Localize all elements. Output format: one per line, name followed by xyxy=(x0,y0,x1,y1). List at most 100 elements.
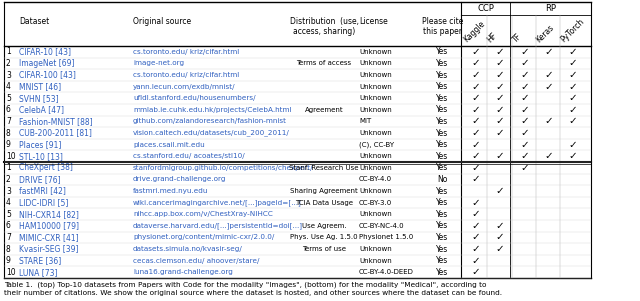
Text: stanfordmlgroup.github.io/competitions/chexpert/: stanfordmlgroup.github.io/competitions/c… xyxy=(133,165,314,171)
Text: Distribution  (use,
access, sharing): Distribution (use, access, sharing) xyxy=(289,17,358,36)
Text: 5: 5 xyxy=(6,94,11,103)
Text: Kvasir-SEG [39]: Kvasir-SEG [39] xyxy=(19,244,79,253)
Text: HF: HF xyxy=(486,30,499,44)
Text: TF: TF xyxy=(511,31,524,44)
Text: 1: 1 xyxy=(6,47,11,56)
Text: Original source: Original source xyxy=(133,17,191,26)
Text: ✓: ✓ xyxy=(495,244,504,254)
Text: No: No xyxy=(437,175,448,184)
Text: TCIA Data Usage: TCIA Data Usage xyxy=(295,200,353,206)
Text: Yes: Yes xyxy=(436,94,449,103)
Text: ✓: ✓ xyxy=(472,128,481,138)
Text: ✓: ✓ xyxy=(472,70,481,80)
Text: ✓: ✓ xyxy=(520,116,529,126)
Text: drive.grand-challenge.org: drive.grand-challenge.org xyxy=(133,176,227,182)
Text: Yes: Yes xyxy=(436,105,449,114)
Text: SVHN [53]: SVHN [53] xyxy=(19,94,59,103)
Text: ✓: ✓ xyxy=(568,105,577,115)
Text: cs.stanford.edu/ acoates/stl10/: cs.stanford.edu/ acoates/stl10/ xyxy=(133,153,244,159)
Text: DRIVE [76]: DRIVE [76] xyxy=(19,175,61,184)
Text: Terms of access: Terms of access xyxy=(296,61,351,67)
Text: Yes: Yes xyxy=(436,59,449,68)
Text: vision.caltech.edu/datasets/cub_200_2011/: vision.caltech.edu/datasets/cub_200_2011… xyxy=(133,130,290,136)
Text: dataverse.harvard.edu/[...]persistentId=doi[...]: dataverse.harvard.edu/[...]persistentId=… xyxy=(133,222,303,229)
Text: ✓: ✓ xyxy=(520,140,529,150)
Text: ✓: ✓ xyxy=(472,197,481,208)
Text: ✓: ✓ xyxy=(495,47,504,57)
Text: Yes: Yes xyxy=(436,129,449,138)
Text: ✓: ✓ xyxy=(520,58,529,68)
Text: 5: 5 xyxy=(6,210,11,219)
Text: ✓: ✓ xyxy=(472,116,481,126)
Text: ✓: ✓ xyxy=(568,82,577,92)
Text: Yes: Yes xyxy=(436,268,449,277)
Text: ✓: ✓ xyxy=(520,70,529,80)
Text: ✓: ✓ xyxy=(495,232,504,242)
Text: fastMRI [42]: fastMRI [42] xyxy=(19,187,66,196)
Text: cecas.clemson.edu/ ahoover/stare/: cecas.clemson.edu/ ahoover/stare/ xyxy=(133,258,259,264)
Text: 8: 8 xyxy=(6,129,11,138)
Text: places.csail.mit.edu: places.csail.mit.edu xyxy=(133,141,205,147)
Text: 9: 9 xyxy=(6,140,11,149)
Text: ✓: ✓ xyxy=(495,58,504,68)
Text: HAM10000 [79]: HAM10000 [79] xyxy=(19,221,79,230)
Text: ✓: ✓ xyxy=(472,174,481,185)
Text: Yes: Yes xyxy=(436,47,449,56)
Text: Unknown: Unknown xyxy=(359,188,392,194)
Text: Yes: Yes xyxy=(436,163,449,172)
Text: 4: 4 xyxy=(6,198,11,207)
Text: ✓: ✓ xyxy=(545,70,554,80)
Text: ✓: ✓ xyxy=(472,209,481,219)
Text: 1: 1 xyxy=(6,163,11,172)
Text: 2: 2 xyxy=(6,59,11,68)
Text: Unknown: Unknown xyxy=(359,211,392,217)
Text: MNIST [46]: MNIST [46] xyxy=(19,82,61,91)
Text: Yes: Yes xyxy=(436,117,449,126)
Text: ✓: ✓ xyxy=(472,93,481,103)
Text: ✓: ✓ xyxy=(520,47,529,57)
Text: 6: 6 xyxy=(6,105,11,114)
Text: CC-BY-4.0-DEED: CC-BY-4.0-DEED xyxy=(359,269,414,275)
Text: Keras: Keras xyxy=(534,23,556,44)
Text: ✓: ✓ xyxy=(520,105,529,115)
Text: 8: 8 xyxy=(6,244,11,253)
Text: image-net.org: image-net.org xyxy=(133,61,184,67)
Text: Agreement: Agreement xyxy=(305,107,343,113)
Text: ✓: ✓ xyxy=(520,163,529,173)
Text: Table 1.  (top) Top-10 datasets from Papers with Code for the modality "Images",: Table 1. (top) Top-10 datasets from Pape… xyxy=(4,282,502,296)
Text: ✓: ✓ xyxy=(472,244,481,254)
Text: ufldl.stanford.edu/housenumbers/: ufldl.stanford.edu/housenumbers/ xyxy=(133,95,255,101)
Text: ✓: ✓ xyxy=(472,82,481,92)
Text: ✓: ✓ xyxy=(472,47,481,57)
Text: Yes: Yes xyxy=(436,256,449,265)
Text: ✓: ✓ xyxy=(472,105,481,115)
Text: Physionet 1.5.0: Physionet 1.5.0 xyxy=(359,234,413,240)
Text: Yes: Yes xyxy=(436,187,449,196)
Text: ✓: ✓ xyxy=(495,221,504,231)
Text: 6: 6 xyxy=(6,221,11,230)
Text: ✓: ✓ xyxy=(472,151,481,161)
Text: (C), CC-BY: (C), CC-BY xyxy=(359,141,394,148)
Text: CC-BY-NC-4.0: CC-BY-NC-4.0 xyxy=(359,223,404,229)
Text: mmlab.ie.cuhk.edu.hk/projects/CelebA.html: mmlab.ie.cuhk.edu.hk/projects/CelebA.htm… xyxy=(133,107,291,113)
Text: Unknown: Unknown xyxy=(359,107,392,113)
Text: 4: 4 xyxy=(6,82,11,91)
Text: 7: 7 xyxy=(6,117,11,126)
Text: LUNA [73]: LUNA [73] xyxy=(19,268,58,277)
Text: Unknown: Unknown xyxy=(359,49,392,55)
Text: yann.lecun.com/exdb/mnist/: yann.lecun.com/exdb/mnist/ xyxy=(133,84,236,90)
Text: fastmri.med.nyu.edu: fastmri.med.nyu.edu xyxy=(133,188,209,194)
Text: ✓: ✓ xyxy=(472,221,481,231)
Text: Unknown: Unknown xyxy=(359,246,392,252)
Text: Terms of use: Terms of use xyxy=(302,246,346,252)
Text: Kaggle: Kaggle xyxy=(461,19,486,44)
Text: LIDC-IDRI [5]: LIDC-IDRI [5] xyxy=(19,198,68,207)
Text: 7: 7 xyxy=(6,233,11,242)
Text: ✓: ✓ xyxy=(472,140,481,150)
Text: Unknown: Unknown xyxy=(359,72,392,78)
Text: cs.toronto.edu/ kriz/cifar.html: cs.toronto.edu/ kriz/cifar.html xyxy=(133,72,239,78)
Text: ✓: ✓ xyxy=(568,93,577,103)
Text: ✓: ✓ xyxy=(472,232,481,242)
Text: ✓: ✓ xyxy=(495,82,504,92)
Text: ✓: ✓ xyxy=(568,151,577,161)
